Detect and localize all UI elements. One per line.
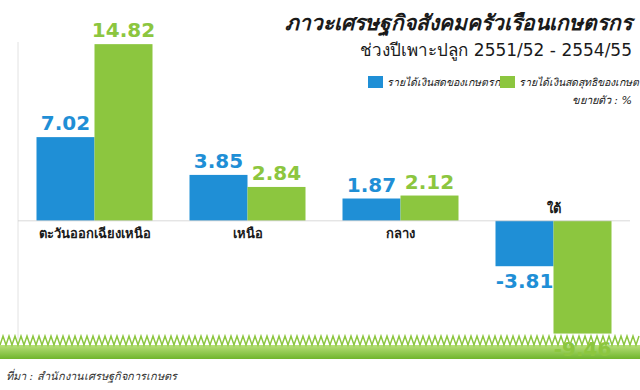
chart-container: ภาวะเศรษฐกิจสังคมครัวเรือนเกษตรกรช่วงปีเ…	[0, 0, 640, 390]
bar	[496, 221, 554, 266]
bar	[37, 137, 95, 221]
legend-label: รายได้เงินสดของเกษตรกร	[387, 76, 507, 88]
data-label: 3.85	[194, 149, 243, 173]
data-label: 2.12	[405, 170, 454, 194]
data-label: 2.84	[252, 161, 301, 185]
bar	[95, 44, 153, 221]
bar	[401, 196, 459, 221]
bar	[554, 221, 612, 334]
data-label: -3.81	[496, 269, 554, 293]
category-label: ใต้	[547, 200, 561, 216]
category-label: เหนือ	[233, 226, 263, 241]
y-axis-line	[18, 42, 19, 340]
bar	[248, 187, 306, 221]
labels: 7.02 14.82 ตะวันออกเฉียงเหนือ 3.85 2.84 เหนือ…	[39, 18, 612, 360]
category-label: กลาง	[386, 226, 415, 241]
unit-label: ขยายตัว : %	[572, 94, 632, 107]
bars	[37, 44, 612, 333]
bar	[190, 175, 248, 221]
legend-entry: รายได้เงินสดสุทธิของเกษตรกร	[500, 76, 640, 89]
data-label: 1.87	[347, 173, 396, 197]
legend-label: รายได้เงินสดสุทธิของเกษตรกร	[519, 76, 640, 89]
zero-line	[18, 220, 630, 221]
data-label: 14.82	[92, 18, 155, 42]
chart-svg: ภาวะเศรษฐกิจสังคมครัวเรือนเกษตรกรช่วงปีเ…	[0, 0, 640, 390]
legend-swatch	[368, 76, 383, 88]
chart-title: ภาวะเศรษฐกิจสังคมครัวเรือนเกษตรกร	[285, 11, 636, 37]
legend-swatch	[500, 76, 515, 88]
data-label: 7.02	[41, 111, 90, 135]
chart-subtitle: ช่วงปีเพาะปลูก 2551/52 - 2554/55	[360, 40, 632, 61]
data-label: -9.46	[554, 337, 612, 361]
category-label: ตะวันออกเฉียงเหนือ	[39, 226, 151, 241]
grass-blades	[0, 336, 639, 345]
legend-entry: รายได้เงินสดของเกษตรกร	[368, 76, 507, 88]
source-note: ที่มา : สำนักงานเศรษฐกิจการเกษตร	[6, 368, 179, 383]
bar	[343, 199, 401, 221]
